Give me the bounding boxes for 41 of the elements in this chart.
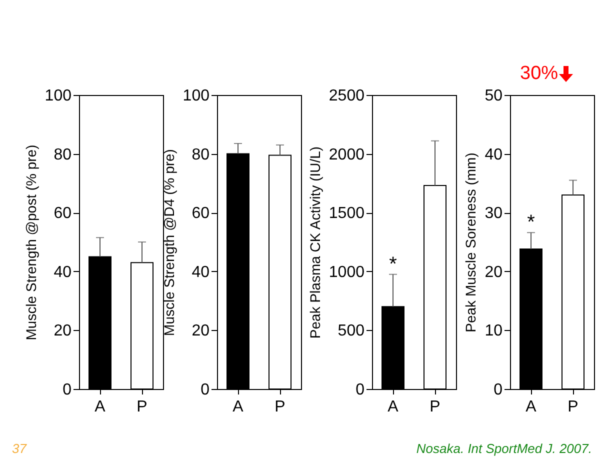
x-tick-label: A bbox=[388, 398, 399, 416]
x-tick-label: P bbox=[568, 398, 578, 416]
y-tick-label: 1000 bbox=[328, 264, 365, 281]
y-axis-title: Muscle Strength @D4 (% pre) bbox=[160, 149, 177, 336]
y-tick-label: 0 bbox=[62, 382, 72, 398]
x-tick-label: A bbox=[94, 398, 106, 416]
x-tick-label: P bbox=[274, 398, 286, 416]
text: Nosaka. Int SportMed J. 2007. bbox=[416, 441, 592, 456]
y-tick-label: 40 bbox=[54, 264, 72, 281]
x-tick-label: P bbox=[430, 398, 440, 416]
annotation: * bbox=[527, 212, 536, 234]
y-tick-label: 20 bbox=[54, 322, 72, 340]
y-tick-label: 60 bbox=[192, 205, 210, 222]
y-tick-label: 0 bbox=[200, 382, 210, 398]
y-tick-label: 100 bbox=[44, 88, 72, 104]
y-tick-label: 40 bbox=[192, 264, 210, 281]
y-tick-label: 40 bbox=[484, 146, 503, 164]
y-tick-label: 60 bbox=[54, 205, 72, 222]
y-tick-label: 2000 bbox=[328, 146, 365, 164]
x-tick-label: P bbox=[136, 398, 148, 416]
text: 37 bbox=[12, 441, 26, 456]
y-tick-label: 500 bbox=[338, 322, 365, 340]
y-tick-label: 1500 bbox=[328, 205, 365, 222]
y-tick-label: 80 bbox=[54, 146, 72, 164]
y-tick-label: 2500 bbox=[328, 88, 365, 104]
y-tick-label: 30 bbox=[484, 205, 503, 222]
y-axis-title: Muscle Strength @post (% pre) bbox=[22, 144, 39, 340]
y-tick-label: 20 bbox=[484, 264, 503, 281]
y-tick-label: 20 bbox=[192, 322, 210, 340]
y-tick-label: 100 bbox=[182, 88, 210, 104]
x-tick-label: A bbox=[526, 398, 537, 416]
y-tick-label: 0 bbox=[356, 382, 365, 398]
y-tick-label: 50 bbox=[484, 88, 503, 104]
y-tick-label: 80 bbox=[192, 146, 210, 164]
y-axis-title: Peak Muscle Soreness (mm) bbox=[462, 152, 479, 332]
x-tick-label: A bbox=[232, 398, 244, 416]
y-axis-title: Peak Plasma CK Activity (IU/L) bbox=[306, 146, 323, 339]
text: 30% bbox=[520, 63, 558, 85]
annotation: * bbox=[389, 253, 398, 276]
y-tick-label: 10 bbox=[484, 322, 503, 340]
y-tick-label: 0 bbox=[494, 382, 503, 398]
